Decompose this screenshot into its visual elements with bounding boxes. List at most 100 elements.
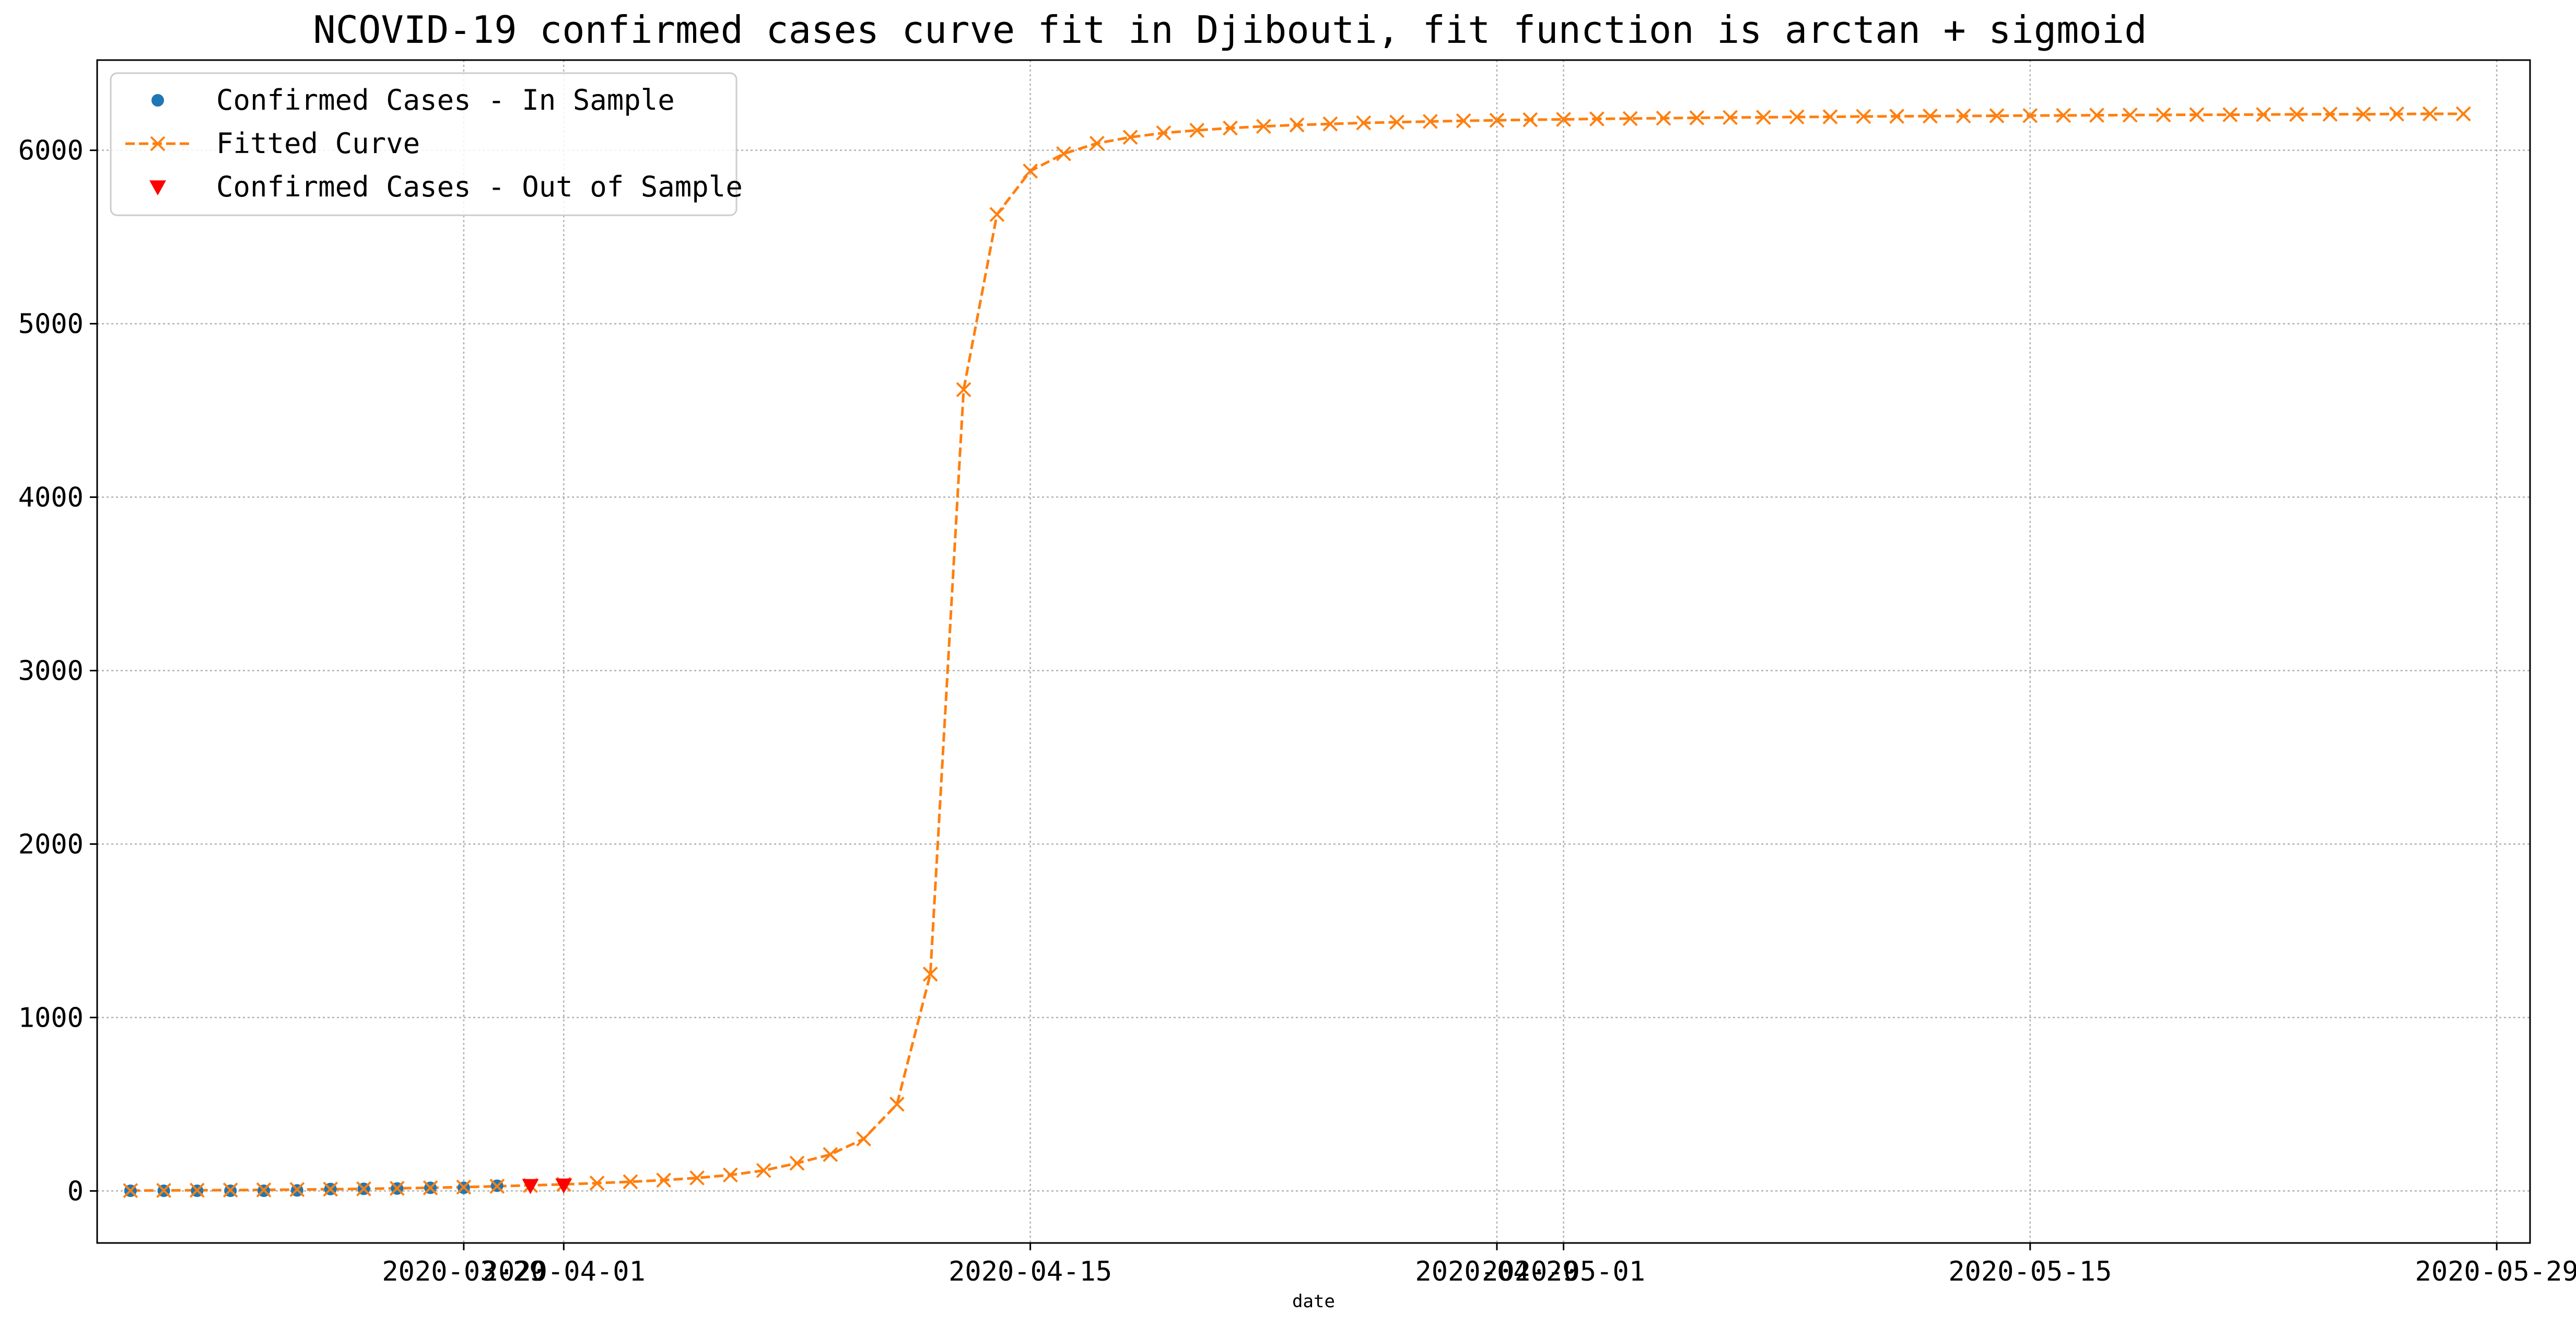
fitted-point bbox=[1556, 112, 1571, 127]
fitted-point bbox=[589, 1176, 605, 1191]
fitted-point bbox=[1356, 115, 1372, 131]
x-tick-label: 2020-05-01 bbox=[1482, 1256, 1645, 1287]
legend-entries: Confirmed Cases - In Sample Fitted Curve C… bbox=[125, 84, 743, 203]
y-tick-label: 1000 bbox=[18, 1002, 84, 1033]
fitted-point bbox=[323, 1181, 338, 1197]
fitted-point bbox=[1156, 125, 1172, 141]
fitted-point bbox=[2289, 107, 2304, 122]
x-tick-label: 2020-04-01 bbox=[482, 1256, 646, 1287]
fitted-point bbox=[2022, 108, 2038, 123]
fitted-point bbox=[256, 1182, 272, 1198]
fitted-point bbox=[956, 382, 971, 398]
fitted-point bbox=[190, 1182, 205, 1198]
legend-fitted-marker bbox=[150, 136, 166, 152]
legend-label: Confirmed Cases - Out of Sample bbox=[216, 170, 743, 203]
fitted-point bbox=[1456, 113, 1471, 129]
x-tick-label: 2020-04-29 bbox=[1415, 1256, 1578, 1287]
fitted-point bbox=[1023, 164, 1038, 179]
fitted-point bbox=[1856, 109, 1871, 124]
x-tick-label: 2020-04-15 bbox=[949, 1256, 1112, 1287]
fitted-point bbox=[1256, 119, 1271, 134]
y-tick-label: 3000 bbox=[18, 656, 84, 687]
fitted-point bbox=[989, 207, 1005, 222]
fitted-point bbox=[2056, 108, 2071, 123]
legend-box bbox=[110, 72, 737, 216]
fitted-point bbox=[789, 1155, 805, 1171]
fitted-point bbox=[2389, 106, 2405, 122]
fitted-point bbox=[1956, 108, 1971, 124]
fitted-point bbox=[356, 1181, 371, 1196]
fitted-point bbox=[156, 1182, 172, 1198]
fitted-point bbox=[423, 1180, 438, 1195]
fitted-point bbox=[1189, 123, 1205, 138]
fitted-point bbox=[889, 1097, 905, 1112]
y-tick-label: 5000 bbox=[18, 309, 84, 340]
fitted-point bbox=[223, 1182, 238, 1198]
y-tick-label: 2000 bbox=[18, 829, 84, 860]
fitted-point bbox=[1723, 110, 1738, 125]
legend-in-sample-marker bbox=[151, 94, 164, 107]
y-tick-label: 0 bbox=[67, 1176, 84, 1207]
fitted-point bbox=[1622, 111, 1638, 126]
plot-frame bbox=[96, 59, 2531, 1244]
legend-out-sample-marker bbox=[149, 180, 166, 195]
fitted-point bbox=[2089, 108, 2104, 123]
fitted-point bbox=[1989, 108, 2005, 123]
fitted-point bbox=[656, 1172, 672, 1188]
fitted-point bbox=[2455, 106, 2471, 122]
fitted-point bbox=[1389, 114, 1404, 130]
fitted-point bbox=[689, 1170, 705, 1185]
fitted-point bbox=[1289, 117, 1305, 133]
y-tick-label: 6000 bbox=[18, 135, 84, 167]
fitted-point bbox=[1089, 135, 1105, 151]
fitted-point bbox=[123, 1183, 138, 1199]
fitted-point bbox=[389, 1181, 405, 1196]
fitted-point bbox=[1923, 108, 1938, 124]
fitted-point bbox=[1689, 110, 1705, 125]
fitted-point bbox=[289, 1182, 305, 1198]
fitted-point bbox=[756, 1163, 771, 1178]
series-layer bbox=[123, 106, 2471, 1199]
x-axis-label: date bbox=[1292, 1291, 1335, 1312]
x-tick-label: 2020-05-29 bbox=[2415, 1256, 2576, 1287]
fitted-point bbox=[2356, 107, 2371, 122]
fitted-point bbox=[623, 1174, 638, 1190]
fitted-point bbox=[1056, 146, 1071, 161]
legend: Confirmed Cases - In Sample Fitted Curve C… bbox=[110, 72, 743, 216]
fitted-point bbox=[2322, 107, 2338, 122]
fitted-point bbox=[2422, 106, 2438, 122]
fitted-point bbox=[1523, 112, 1538, 127]
chart-title: NCOVID-19 confirmed cases curve fit in D… bbox=[313, 8, 2147, 52]
legend-label: Fitted Curve bbox=[216, 127, 420, 160]
fitted-point bbox=[456, 1179, 472, 1195]
fitted-point bbox=[1322, 116, 1338, 132]
fitted-point bbox=[1489, 112, 1505, 128]
fitted-point bbox=[1122, 130, 1138, 145]
legend-label: Confirmed Cases - In Sample bbox=[216, 84, 675, 117]
fitted-point bbox=[1822, 109, 1838, 124]
fitted-point bbox=[2189, 107, 2205, 122]
fitted-point bbox=[922, 967, 938, 982]
fitted-point bbox=[1789, 109, 1805, 125]
fitted-point bbox=[1889, 109, 1905, 124]
fitted-point bbox=[1422, 114, 1438, 129]
y-tick-label: 4000 bbox=[18, 482, 84, 514]
fitted-point bbox=[1656, 110, 1671, 126]
fitted-point bbox=[2256, 107, 2271, 122]
fitted-point bbox=[1223, 120, 1238, 136]
fitted-point bbox=[489, 1179, 505, 1194]
ticks-layer: 01000200030004000500060002020-03-292020-… bbox=[18, 135, 2576, 1287]
x-tick-label: 2020-05-15 bbox=[1948, 1256, 2112, 1287]
out-of-sample-point bbox=[522, 1179, 539, 1194]
fitted-point bbox=[2122, 107, 2138, 123]
x-tick-label: 2020-03-29 bbox=[382, 1256, 545, 1287]
fitted-point bbox=[856, 1131, 872, 1147]
fitted-point bbox=[2156, 107, 2171, 123]
fitted-point bbox=[2222, 107, 2238, 122]
fitted-point bbox=[1589, 111, 1605, 126]
out-of-sample-point bbox=[555, 1178, 572, 1194]
fitted-point bbox=[722, 1167, 738, 1183]
fitted-point bbox=[823, 1147, 838, 1163]
